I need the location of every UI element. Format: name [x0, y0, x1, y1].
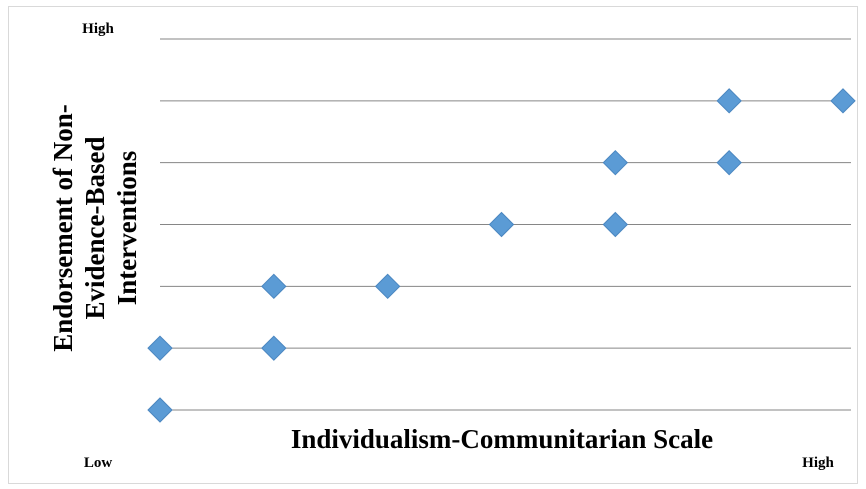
- x-axis-title: Individualism-Communitarian Scale: [291, 424, 713, 454]
- y-axis-title: Endorsement of Non- Evidence-Based Inter…: [48, 104, 142, 352]
- y-axis-title-line-2: Evidence-Based: [80, 136, 110, 319]
- data-point: [147, 397, 173, 423]
- data-point: [716, 149, 742, 176]
- data-point: [261, 273, 287, 300]
- y-axis-title-line-3: Interventions: [112, 151, 142, 306]
- x-axis-low-label: Low: [84, 455, 113, 471]
- data-point: [716, 88, 742, 114]
- data-point: [830, 88, 856, 114]
- data-point: [374, 273, 401, 300]
- data-point: [602, 211, 629, 238]
- data-point: [147, 335, 173, 361]
- y-axis-high-label: High: [82, 21, 114, 37]
- data-points: [147, 88, 856, 423]
- data-point: [488, 211, 515, 238]
- data-point: [602, 149, 629, 176]
- y-axis-title-line-1: Endorsement of Non-: [48, 104, 78, 352]
- chart-frame: [8, 6, 858, 484]
- x-axis-high-label: High: [802, 455, 834, 471]
- data-point: [261, 335, 287, 361]
